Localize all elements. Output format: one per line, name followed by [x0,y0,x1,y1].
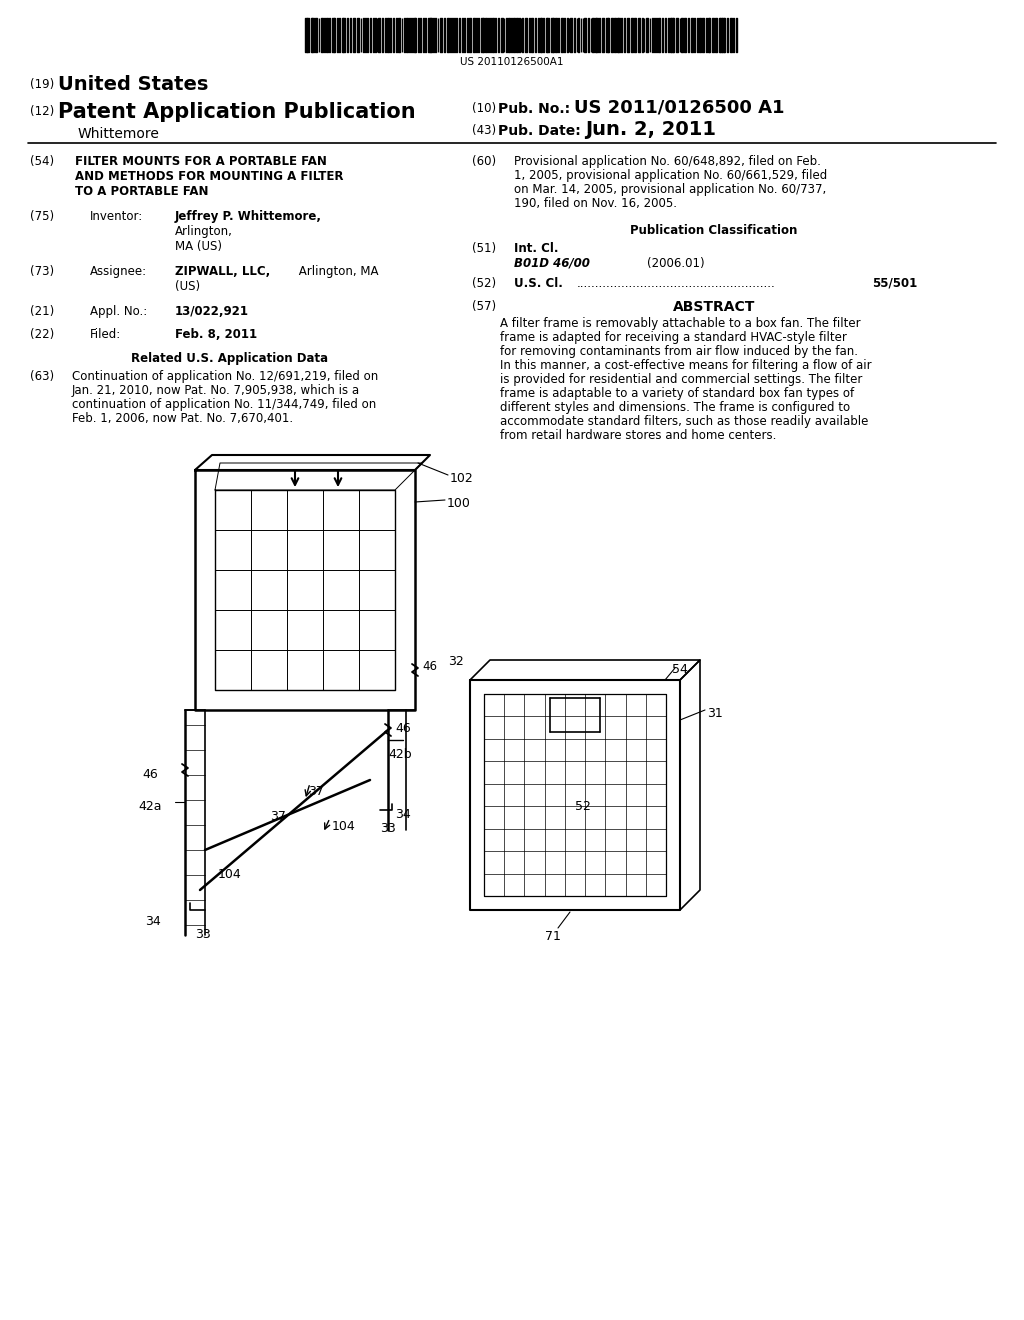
Text: Jun. 2, 2011: Jun. 2, 2011 [585,120,716,139]
Text: 34: 34 [395,808,411,821]
Text: (60): (60) [472,154,496,168]
Text: different styles and dimensions. The frame is configured to: different styles and dimensions. The fra… [500,401,850,414]
Text: Pub. No.:: Pub. No.: [498,102,570,116]
Text: (22): (22) [30,327,54,341]
Text: accommodate standard filters, such as those readily available: accommodate standard filters, such as th… [500,414,868,428]
Text: (19): (19) [30,78,54,91]
Text: (51): (51) [472,242,496,255]
Text: Provisional application No. 60/648,892, filed on Feb.: Provisional application No. 60/648,892, … [514,154,821,168]
Text: 102: 102 [450,473,474,484]
Text: ZIPWALL, LLC,: ZIPWALL, LLC, [175,265,270,279]
Text: 1, 2005, provisional application No. 60/661,529, filed: 1, 2005, provisional application No. 60/… [514,169,827,182]
Text: (54): (54) [30,154,54,168]
Text: (12): (12) [30,106,54,117]
Text: B01D 46/00: B01D 46/00 [514,257,590,271]
Text: Arlington, MA: Arlington, MA [295,265,379,279]
Text: Int. Cl.: Int. Cl. [514,242,558,255]
Text: (US): (US) [175,280,200,293]
Text: FILTER MOUNTS FOR A PORTABLE FAN: FILTER MOUNTS FOR A PORTABLE FAN [75,154,327,168]
Text: TO A PORTABLE FAN: TO A PORTABLE FAN [75,185,209,198]
Text: (63): (63) [30,370,54,383]
Text: Related U.S. Application Data: Related U.S. Application Data [131,352,329,366]
Text: 100: 100 [447,498,471,510]
Text: Patent Application Publication: Patent Application Publication [58,102,416,121]
Text: 33: 33 [380,822,395,836]
Text: 31: 31 [707,708,723,719]
Text: for removing contaminants from air flow induced by the fan.: for removing contaminants from air flow … [500,345,858,358]
Text: 34: 34 [145,915,161,928]
Text: AND METHODS FOR MOUNTING A FILTER: AND METHODS FOR MOUNTING A FILTER [75,170,343,183]
Text: Jeffrey P. Whittemore,: Jeffrey P. Whittemore, [175,210,322,223]
Text: Assignee:: Assignee: [90,265,147,279]
Text: Publication Classification: Publication Classification [631,224,798,238]
Text: U.S. Cl.: U.S. Cl. [514,277,563,290]
Text: Inventor:: Inventor: [90,210,143,223]
Text: frame is adapted for receiving a standard HVAC-style filter: frame is adapted for receiving a standar… [500,331,847,345]
Text: 52: 52 [575,800,591,813]
Text: (2006.01): (2006.01) [647,257,705,271]
Text: (57): (57) [472,300,496,313]
Text: ABSTRACT: ABSTRACT [673,300,755,314]
Text: 54: 54 [672,663,688,676]
Text: 37: 37 [308,785,324,799]
Text: Arlington,: Arlington, [175,224,232,238]
Text: (43): (43) [472,124,496,137]
Text: (10): (10) [472,102,496,115]
Text: (73): (73) [30,265,54,279]
Text: 32: 32 [449,655,464,668]
Text: MA (US): MA (US) [175,240,222,253]
Text: Feb. 8, 2011: Feb. 8, 2011 [175,327,257,341]
Text: (75): (75) [30,210,54,223]
Text: 37: 37 [270,810,286,822]
Text: Appl. No.:: Appl. No.: [90,305,147,318]
Text: on Mar. 14, 2005, provisional application No. 60/737,: on Mar. 14, 2005, provisional applicatio… [514,183,826,195]
Text: 190, filed on Nov. 16, 2005.: 190, filed on Nov. 16, 2005. [514,197,677,210]
Text: 42a: 42a [138,800,162,813]
Text: Whittemore: Whittemore [78,127,160,141]
Text: continuation of application No. 11/344,749, filed on: continuation of application No. 11/344,7… [72,399,376,411]
Text: 46: 46 [395,722,411,735]
Text: Filed:: Filed: [90,327,121,341]
Text: (52): (52) [472,277,496,290]
Text: is provided for residential and commercial settings. The filter: is provided for residential and commerci… [500,374,862,385]
Text: .....................................................: ........................................… [577,277,776,290]
Text: 46: 46 [142,768,158,781]
Text: 71: 71 [545,931,561,942]
Text: 13/022,921: 13/022,921 [175,305,249,318]
Text: In this manner, a cost-effective means for filtering a flow of air: In this manner, a cost-effective means f… [500,359,871,372]
Text: 33: 33 [195,928,211,941]
Text: US 2011/0126500 A1: US 2011/0126500 A1 [574,99,784,117]
Text: Pub. Date:: Pub. Date: [498,124,581,139]
Text: (21): (21) [30,305,54,318]
Text: Continuation of application No. 12/691,219, filed on: Continuation of application No. 12/691,2… [72,370,378,383]
Text: frame is adaptable to a variety of standard box fan types of: frame is adaptable to a variety of stand… [500,387,854,400]
Text: United States: United States [58,75,208,94]
Text: from retail hardware stores and home centers.: from retail hardware stores and home cen… [500,429,776,442]
Text: 55/501: 55/501 [871,277,918,290]
Text: 104: 104 [332,820,355,833]
Text: 42b: 42b [388,748,412,762]
Text: 46: 46 [422,660,437,673]
Text: Feb. 1, 2006, now Pat. No. 7,670,401.: Feb. 1, 2006, now Pat. No. 7,670,401. [72,412,293,425]
Text: 104: 104 [218,869,242,880]
Text: A filter frame is removably attachable to a box fan. The filter: A filter frame is removably attachable t… [500,317,860,330]
Text: Jan. 21, 2010, now Pat. No. 7,905,938, which is a: Jan. 21, 2010, now Pat. No. 7,905,938, w… [72,384,360,397]
Text: US 20110126500A1: US 20110126500A1 [460,57,564,67]
